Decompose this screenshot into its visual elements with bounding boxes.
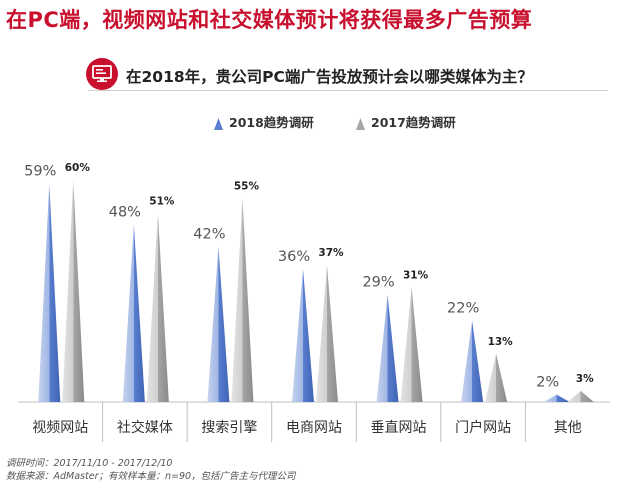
footnote-data-source: 数据来源：AdMaster；有效样本量：n=90，包括广告主与代理公司: [6, 471, 296, 482]
legend-swatch-2017: [356, 117, 365, 130]
bar-2017: [400, 287, 423, 402]
question-text: 在2018年，贵公司PC端广告投放预计会以哪类媒体为主？: [126, 68, 533, 86]
bar-2018: [376, 294, 399, 402]
data-label-2017: 3%: [576, 373, 594, 385]
question-underline: [88, 62, 608, 91]
x-tick-label: 电商网站: [286, 420, 342, 436]
data-label-2018: 48%: [109, 204, 141, 220]
legend-item-2017: 2017趋势调研: [356, 112, 456, 131]
data-label-2018: 42%: [193, 227, 225, 243]
bar-2018: [38, 183, 61, 402]
bar-2018: [461, 320, 484, 402]
data-label-2017: 60%: [65, 162, 91, 174]
bar-2017: [567, 390, 594, 402]
question-icon-badge: [86, 58, 118, 90]
bar-2017: [62, 180, 85, 402]
data-label-2017: 31%: [403, 269, 429, 281]
bar-2018: [543, 394, 570, 402]
x-tick-label: 视频网站: [32, 420, 88, 436]
data-label-2018: 2%: [536, 375, 559, 391]
legend-item-2018: 2018趋势调研: [214, 112, 314, 131]
bar-2018: [292, 268, 314, 402]
bar-2018: [122, 224, 145, 402]
chart-legend: 2018趋势调研 2017趋势调研: [0, 112, 633, 132]
legend-swatch-2018: [214, 117, 223, 130]
data-label-2018: 59%: [24, 164, 56, 180]
page-title: 在PC端，视频网站和社交媒体预计将获得最多广告预算: [6, 8, 533, 32]
x-tick-label: 门户网站: [455, 419, 511, 436]
footnote-survey-period: 调研时间：2017/11/10 - 2017/12/10: [6, 458, 173, 469]
bar-2017: [231, 198, 254, 402]
bar-2017: [316, 265, 338, 402]
data-label-2017: 13%: [488, 336, 514, 348]
bar-2017: [485, 353, 508, 402]
data-label-2018: 22%: [447, 301, 479, 317]
bar-2017: [146, 213, 169, 402]
data-label-2018: 29%: [362, 275, 394, 291]
x-tick-label: 社交媒体: [117, 419, 173, 436]
x-tick-label: 其他: [554, 420, 582, 436]
data-label-2017: 51%: [149, 195, 175, 207]
monitor-icon: [92, 65, 112, 82]
legend-label-2018: 2018趋势调研: [229, 115, 314, 130]
data-label-2017: 55%: [234, 181, 260, 193]
data-label-2017: 37%: [318, 247, 344, 259]
bar-2018: [207, 246, 230, 402]
x-tick-label: 搜索引擎: [201, 419, 257, 436]
legend-label-2017: 2017趋势调研: [371, 115, 456, 130]
data-label-2018: 36%: [278, 249, 310, 265]
x-tick-label: 垂直网站: [371, 419, 427, 436]
